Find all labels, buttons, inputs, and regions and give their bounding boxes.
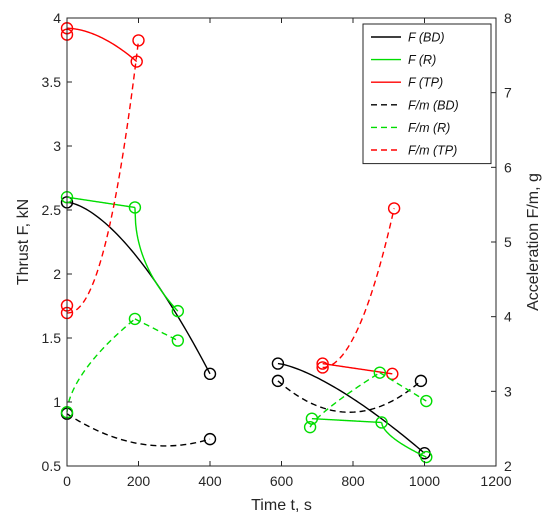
y-right-tick-label: 8 bbox=[504, 10, 512, 26]
data-point-5-4 bbox=[387, 202, 401, 215]
y-left-tick-label: 4 bbox=[53, 10, 61, 26]
data-point-3-1 bbox=[203, 432, 217, 446]
legend-entry-label: F (TP) bbox=[408, 76, 443, 90]
series-line-5-segment-0 bbox=[66, 40, 140, 314]
series-line-1-segment-1 bbox=[134, 207, 179, 312]
data-point-5-2 bbox=[132, 34, 145, 47]
y-right-axis-label: Acceleration F/m, g bbox=[525, 173, 542, 311]
y-left-axis-label: Thrust F, kN bbox=[15, 199, 32, 285]
data-point-2-3 bbox=[316, 357, 329, 370]
y-left-tick-label: 1 bbox=[53, 394, 61, 410]
series-line-3-segment-1 bbox=[277, 380, 422, 413]
data-point-3-2 bbox=[271, 374, 285, 388]
y-left-tick-label: 3 bbox=[53, 138, 61, 154]
series-line-4-segment-2 bbox=[309, 372, 381, 428]
series-line-5-segment-1 bbox=[322, 208, 395, 369]
x-tick-label: 800 bbox=[341, 473, 365, 489]
x-tick-label: 400 bbox=[198, 473, 222, 489]
y-right-tick-label: 3 bbox=[504, 383, 512, 399]
series-line-4-segment-1 bbox=[134, 318, 179, 342]
series-line-2-segment-1 bbox=[322, 362, 393, 375]
y-left-tick-label: 0.5 bbox=[42, 458, 62, 474]
y-right-tick-label: 2 bbox=[504, 458, 512, 474]
x-tick-label: 600 bbox=[270, 473, 294, 489]
series-line-1-segment-2 bbox=[311, 417, 382, 424]
legend-entry-label: F/m (R) bbox=[408, 121, 450, 135]
y-left-tick-label: 2 bbox=[53, 266, 61, 282]
data-point-3-3 bbox=[414, 374, 428, 388]
x-tick-label: 0 bbox=[63, 473, 71, 489]
data-point-1-1 bbox=[128, 201, 142, 214]
y-right-tick-label: 6 bbox=[504, 159, 512, 175]
y-left-tick-label: 3.5 bbox=[42, 74, 62, 90]
data-point-1-4 bbox=[375, 416, 388, 429]
data-point-0-2 bbox=[271, 357, 285, 370]
legend-entry-label: F (R) bbox=[408, 53, 436, 67]
x-tick-label: 200 bbox=[127, 473, 151, 489]
series-line-1-segment-0 bbox=[66, 196, 136, 209]
y-right-tick-label: 7 bbox=[504, 85, 512, 101]
axes: 0 200 400 600 800 1000 1200 0.5 1 1.5 2 2.5 3 3.5 4 2 3 4… bbox=[15, 10, 542, 514]
legend-box bbox=[362, 23, 492, 165]
data-point-4-5 bbox=[420, 394, 433, 408]
data-point-1-2 bbox=[171, 304, 185, 318]
data-point-0-1 bbox=[203, 367, 217, 381]
data-point-2-4 bbox=[386, 367, 399, 381]
data-point-5-3 bbox=[316, 361, 329, 374]
y-right-tick-label: 4 bbox=[504, 309, 512, 325]
data-point-4-2 bbox=[171, 334, 185, 347]
series-line-4-segment-3 bbox=[379, 372, 427, 402]
x-axis-label: Time t, s bbox=[251, 497, 312, 514]
y-left-tick-label: 2.5 bbox=[42, 202, 62, 218]
data-point-4-3 bbox=[303, 420, 317, 434]
y-right-tick-label: 5 bbox=[504, 234, 512, 250]
data-point-4-4 bbox=[373, 366, 387, 379]
data-point-1-5 bbox=[420, 450, 433, 464]
series-line-0-segment-1 bbox=[277, 362, 425, 454]
data-point-4-1 bbox=[128, 312, 142, 326]
series-line-3-segment-0 bbox=[66, 413, 211, 447]
series-line-0-segment-0 bbox=[66, 201, 211, 375]
series-line-1-segment-3 bbox=[380, 422, 427, 458]
legend-entry-label: F (BD) bbox=[408, 31, 445, 45]
series-line-2-segment-0 bbox=[66, 27, 138, 63]
x-tick-label: 1000 bbox=[409, 473, 440, 489]
y-left-tick-label: 1.5 bbox=[42, 330, 62, 346]
x-tick-label: 1200 bbox=[480, 473, 511, 489]
series-line-4-segment-0 bbox=[66, 318, 136, 413]
legend: F (BD) F (R) F (TP) F/m (BD) F/m (R) F/m (TP) bbox=[362, 23, 492, 165]
legend-entry-label: F/m (BD) bbox=[408, 98, 459, 112]
legend-entry-label: F/m (TP) bbox=[408, 144, 457, 158]
